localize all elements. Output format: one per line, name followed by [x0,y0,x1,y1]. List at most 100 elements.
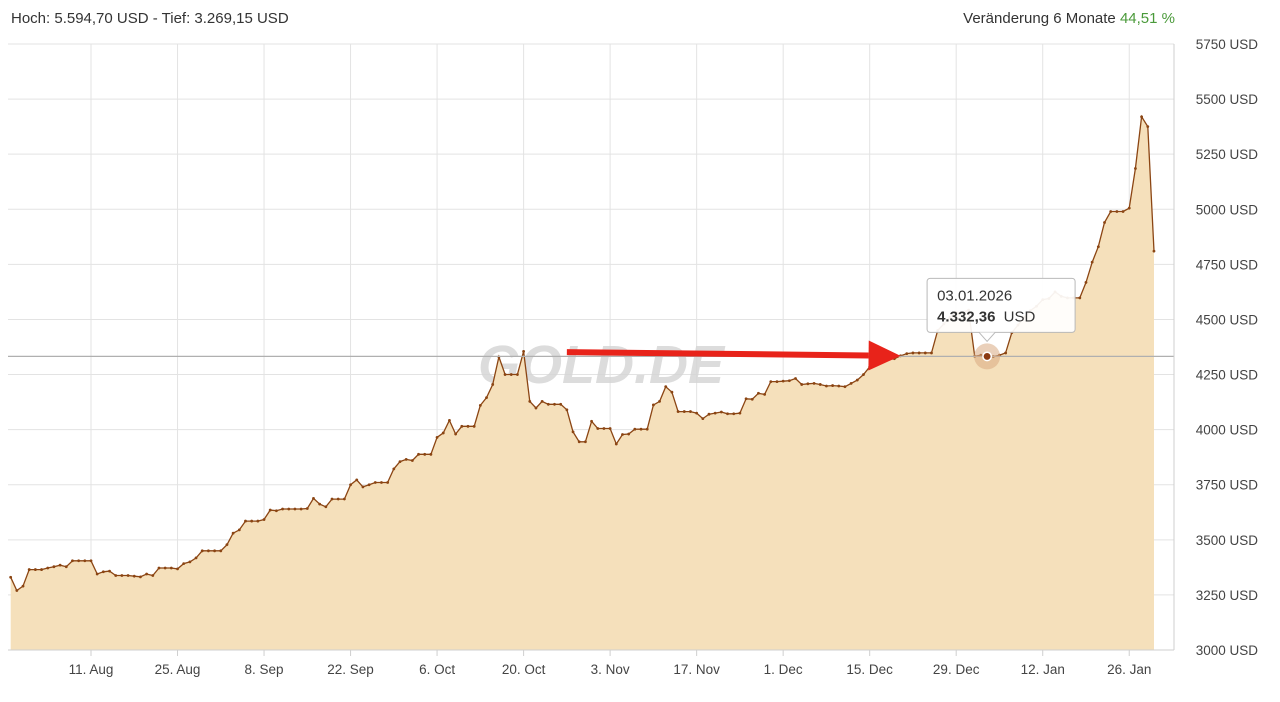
y-tick-label: 5500 USD [1196,92,1259,107]
price-point [546,402,550,406]
price-point [219,549,223,553]
price-point [627,432,631,436]
price-point [843,385,847,389]
price-point [1152,249,1156,253]
price-point [1127,206,1131,210]
price-point [707,412,711,416]
price-point [126,574,130,577]
price-point [312,496,315,500]
price-point [410,459,414,462]
price-point [1078,296,1082,300]
price-point [923,351,927,355]
price-point [58,563,62,567]
price-point [380,481,383,484]
highlight-point[interactable] [974,343,1001,370]
x-tick-label: 20. Oct [502,662,546,677]
x-tick-label: 22. Sep [327,662,374,677]
x-tick-label: 12. Jan [1021,662,1065,677]
price-point [435,435,439,439]
y-tick-label: 5250 USD [1196,147,1259,162]
price-point [448,418,451,422]
price-point [837,384,841,388]
price-point [509,373,513,376]
price-point [33,568,37,571]
x-tick-label: 25. Aug [155,662,201,677]
price-point [250,519,254,523]
price-point [386,481,390,484]
change-label: Veränderung 6 Monate [963,10,1116,27]
price-point [244,519,247,523]
price-point [1090,260,1094,264]
price-point [645,427,649,431]
price-point [818,383,822,386]
price-point [330,497,334,501]
price-point [812,381,816,385]
price-point [713,411,717,415]
price-point [726,412,729,416]
y-tick-label: 3750 USD [1196,478,1259,493]
price-point [299,507,303,511]
price-point [621,433,624,436]
price-point [849,381,853,385]
price-point [534,406,538,410]
price-point [905,352,909,356]
price-point [213,549,217,553]
price-point [89,559,93,563]
price-point [757,391,760,395]
price-point [367,483,371,487]
price-point [584,440,587,444]
price-point [114,574,118,577]
price-point [633,427,637,431]
price-point [775,380,779,383]
price-point [1146,125,1150,129]
price-point [855,378,859,382]
price-point [862,373,865,376]
x-tick-label: 17. Nov [673,662,720,677]
price-point [571,430,575,434]
price-point [670,390,674,394]
price-point [77,559,81,563]
price-point [695,411,699,415]
price-point [15,589,19,592]
price-point [1121,210,1125,213]
price-point [540,400,544,403]
x-tick-label: 29. Dec [933,662,980,677]
y-tick-label: 4750 USD [1196,257,1259,272]
price-point [831,384,834,387]
price-point [1115,210,1119,213]
x-tick-label: 15. Dec [846,662,893,677]
price-point [664,385,668,389]
price-point [806,382,810,386]
price-point [553,402,556,406]
price-point [120,574,124,577]
y-tick-label: 4250 USD [1196,368,1259,383]
price-point [441,431,445,435]
price-point [355,478,359,482]
price-point [491,383,495,386]
price-point [373,481,377,484]
price-point [1140,115,1143,119]
price-point [9,575,13,579]
price-point [417,452,420,456]
price-point [40,568,43,571]
price-point [46,566,50,570]
price-point [602,427,606,430]
tooltip-date: 03.01.2026 [937,287,1012,304]
price-point [651,403,655,407]
price-point [596,427,600,430]
tooltip-value: 4.332,36 USD [937,308,1035,325]
price-point [21,584,25,588]
price-point [256,519,260,523]
price-point [682,410,686,413]
y-tick-label: 3500 USD [1196,533,1259,548]
change-summary: Veränderung 6 Monate 44,51 % [963,10,1175,27]
price-point [590,419,593,423]
price-point [516,373,519,376]
price-point [472,424,476,428]
price-point [466,424,470,428]
price-point [342,497,346,501]
price-point [237,528,241,532]
price-point [503,373,507,376]
price-point [639,427,643,431]
